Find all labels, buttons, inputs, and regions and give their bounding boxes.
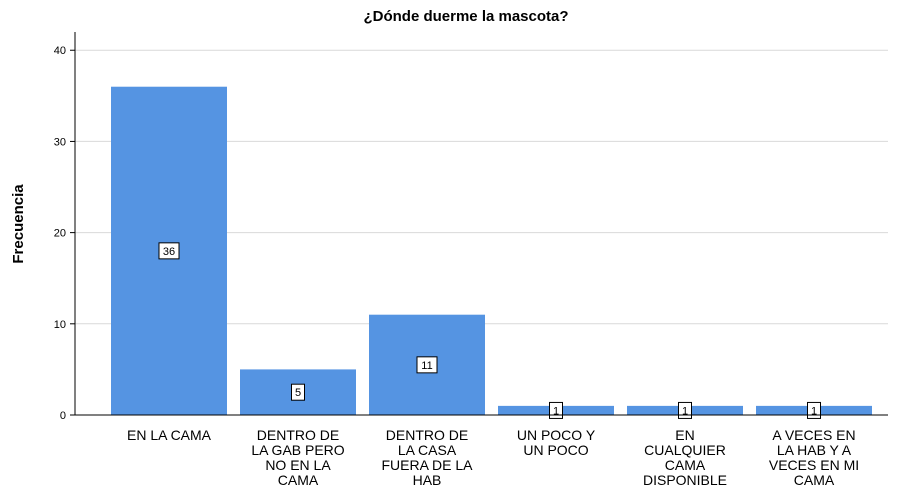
category-label-line: CAMA	[794, 472, 835, 488]
y-tick-label: 10	[54, 319, 66, 331]
value-label: 1	[811, 405, 817, 417]
category-label: DENTRO DE LA CASA FUERA DE LA HAB	[381, 427, 473, 488]
category-label: A VECES EN LA HAB Y A VECES EN MI CAMA	[769, 427, 859, 488]
category-label: EN LA CAMA	[127, 427, 212, 443]
category-label-line: UN POCO	[523, 442, 588, 458]
value-label: 11	[421, 360, 432, 372]
value-label-box	[158, 242, 180, 260]
y-tick-label: 0	[60, 410, 66, 422]
category-label-line: LA HAB Y A	[777, 442, 852, 458]
category-label: EN CUALQUIER CAMA DISPONIBLE	[643, 427, 727, 488]
value-label-box	[291, 383, 305, 401]
value-label-box	[807, 401, 821, 419]
value-label: 1	[682, 405, 688, 417]
category-label-line: LA CASA	[398, 442, 457, 458]
category-label-line: DENTRO DE	[257, 427, 339, 443]
value-label-box	[549, 401, 563, 419]
category-label-line: EN	[675, 427, 694, 443]
category-label: DENTRO DE LA GAB PERO NO EN LA CAMA	[251, 427, 344, 488]
category-label-line: EN LA CAMA	[127, 427, 212, 443]
chart-title: ¿Dónde duerme la mascota?	[363, 8, 568, 25]
category-label-line: HAB	[413, 472, 442, 488]
category-label-line: DENTRO DE	[386, 427, 468, 443]
category-label-line: LA GAB PERO	[251, 442, 344, 458]
category-label-line: UN POCO Y	[517, 427, 596, 443]
value-label-box	[416, 356, 438, 374]
y-tick-label: 40	[54, 45, 66, 57]
category-label-line: CAMA	[665, 457, 706, 473]
value-label: 5	[295, 387, 301, 399]
value-label: 36	[163, 246, 175, 258]
y-axis-label: Frecuencia	[10, 184, 27, 264]
value-label: 1	[553, 405, 559, 417]
category-label-line: FUERA DE LA	[381, 457, 473, 473]
category-label-line: CAMA	[278, 472, 319, 488]
value-label-box	[678, 401, 692, 419]
category-label-line: VECES EN MI	[769, 457, 859, 473]
category-label-line: DISPONIBLE	[643, 472, 727, 488]
category-label-line: CUALQUIER	[644, 442, 726, 458]
y-tick-label: 30	[54, 136, 66, 148]
category-label-line: NO EN LA	[265, 457, 331, 473]
y-tick-label: 20	[54, 228, 66, 240]
category-label-line: A VECES EN	[772, 427, 855, 443]
category-label: UN POCO Y UN POCO	[517, 427, 596, 458]
